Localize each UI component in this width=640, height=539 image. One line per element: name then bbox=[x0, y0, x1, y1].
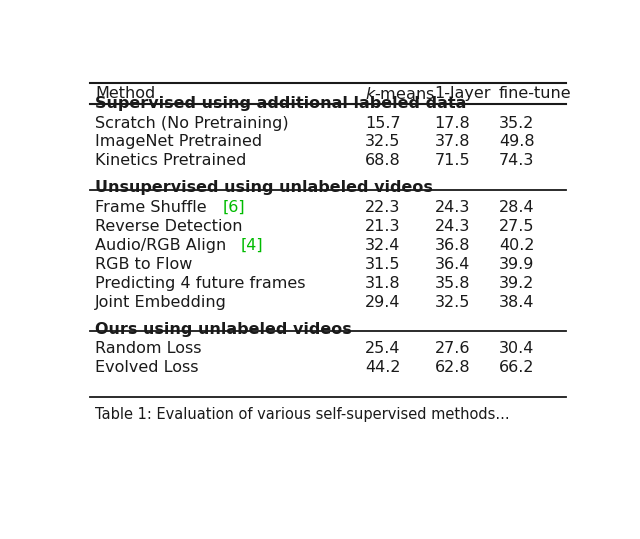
Text: 27.6: 27.6 bbox=[435, 342, 470, 356]
Text: 74.3: 74.3 bbox=[499, 153, 534, 168]
Text: 31.5: 31.5 bbox=[365, 257, 401, 272]
Text: 32.5: 32.5 bbox=[365, 134, 401, 149]
Text: $k$-means: $k$-means bbox=[365, 86, 435, 102]
Text: 62.8: 62.8 bbox=[435, 361, 470, 375]
Text: Frame Shuffle: Frame Shuffle bbox=[95, 200, 212, 215]
Text: 24.3: 24.3 bbox=[435, 200, 470, 215]
Text: Predicting 4 future frames: Predicting 4 future frames bbox=[95, 276, 305, 291]
Text: 39.2: 39.2 bbox=[499, 276, 534, 291]
Text: 68.8: 68.8 bbox=[365, 153, 401, 168]
Text: 27.5: 27.5 bbox=[499, 219, 534, 234]
Text: RGB to Flow: RGB to Flow bbox=[95, 257, 192, 272]
Text: 35.2: 35.2 bbox=[499, 115, 534, 130]
Text: Random Loss: Random Loss bbox=[95, 342, 202, 356]
Text: Ours using unlabeled videos: Ours using unlabeled videos bbox=[95, 322, 351, 337]
Text: 37.8: 37.8 bbox=[435, 134, 470, 149]
Text: 38.4: 38.4 bbox=[499, 295, 534, 309]
Text: Method: Method bbox=[95, 86, 155, 101]
Text: Unsupervised using unlabeled videos: Unsupervised using unlabeled videos bbox=[95, 181, 433, 195]
Text: Scratch (No Pretraining): Scratch (No Pretraining) bbox=[95, 115, 289, 130]
Text: 36.4: 36.4 bbox=[435, 257, 470, 272]
Text: 24.3: 24.3 bbox=[435, 219, 470, 234]
Text: [4]: [4] bbox=[241, 238, 263, 253]
Text: 22.3: 22.3 bbox=[365, 200, 401, 215]
Text: 1-layer: 1-layer bbox=[435, 86, 491, 101]
Text: 29.4: 29.4 bbox=[365, 295, 401, 309]
Text: Supervised using additional labeled data: Supervised using additional labeled data bbox=[95, 96, 467, 110]
Text: 35.8: 35.8 bbox=[435, 276, 470, 291]
Text: Kinetics Pretrained: Kinetics Pretrained bbox=[95, 153, 246, 168]
Text: 36.8: 36.8 bbox=[435, 238, 470, 253]
Text: Evolved Loss: Evolved Loss bbox=[95, 361, 198, 375]
Text: ImageNet Pretrained: ImageNet Pretrained bbox=[95, 134, 262, 149]
Text: 32.4: 32.4 bbox=[365, 238, 401, 253]
Text: 40.2: 40.2 bbox=[499, 238, 534, 253]
Text: Reverse Detection: Reverse Detection bbox=[95, 219, 243, 234]
Text: 17.8: 17.8 bbox=[435, 115, 470, 130]
Text: Joint Embedding: Joint Embedding bbox=[95, 295, 227, 309]
Text: Table 1: Evaluation of various self-supervised methods...: Table 1: Evaluation of various self-supe… bbox=[95, 407, 509, 422]
Text: 31.8: 31.8 bbox=[365, 276, 401, 291]
Text: 30.4: 30.4 bbox=[499, 342, 534, 356]
Text: fine-tune: fine-tune bbox=[499, 86, 572, 101]
Text: Audio/RGB Align: Audio/RGB Align bbox=[95, 238, 231, 253]
Text: 15.7: 15.7 bbox=[365, 115, 401, 130]
Text: 44.2: 44.2 bbox=[365, 361, 401, 375]
Text: 32.5: 32.5 bbox=[435, 295, 470, 309]
Text: 28.4: 28.4 bbox=[499, 200, 535, 215]
Text: 25.4: 25.4 bbox=[365, 342, 401, 356]
Text: [6]: [6] bbox=[222, 200, 245, 215]
Text: 21.3: 21.3 bbox=[365, 219, 401, 234]
Text: 39.9: 39.9 bbox=[499, 257, 534, 272]
Text: 71.5: 71.5 bbox=[435, 153, 470, 168]
Text: 49.8: 49.8 bbox=[499, 134, 535, 149]
Text: 66.2: 66.2 bbox=[499, 361, 534, 375]
